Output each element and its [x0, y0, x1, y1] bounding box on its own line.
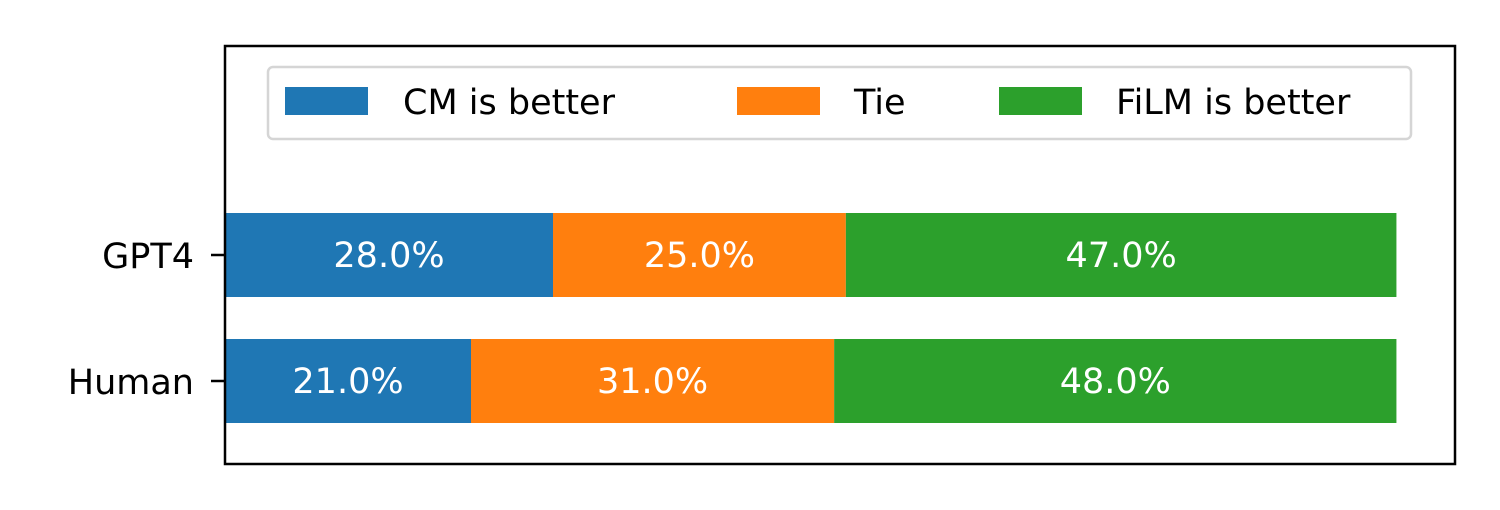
legend-label-cm-is-better: CM is better — [403, 83, 616, 123]
data-label-human-film-is-better: 48.0% — [1060, 362, 1171, 402]
plot-frame — [223, 44, 1457, 466]
bar-human-film-is-better — [834, 339, 1397, 423]
data-label-human-cm-is-better: 21.0% — [292, 362, 403, 402]
data-label-gpt4-cm-is-better: 28.0% — [333, 236, 444, 276]
legend: CM is better Tie FiLM is better — [266, 65, 1413, 141]
data-label-gpt4-tie: 25.0% — [644, 236, 755, 276]
y-tick-label-gpt4: GPT4 — [102, 237, 194, 277]
data-label-human-tie: 31.0% — [597, 362, 708, 402]
legend-swatch-film-is-better — [999, 87, 1082, 115]
legend-label-film-is-better: FiLM is better — [1116, 83, 1351, 123]
legend-swatch-tie — [737, 87, 820, 115]
bar-human-tie — [471, 339, 835, 423]
bar-gpt4-tie — [553, 213, 846, 297]
data-label-gpt4-film-is-better: 47.0% — [1066, 236, 1177, 276]
legend-box — [266, 65, 1413, 141]
bar-human-cm-is-better — [225, 339, 471, 423]
y-axis: GPT4 Human — [68, 237, 225, 403]
data-labels-layer: 28.0% 25.0% 47.0% 21.0% 31.0% 48.0% — [292, 236, 1176, 402]
legend-label-tie: Tie — [853, 83, 906, 123]
bar-gpt4-film-is-better — [845, 213, 1397, 297]
bars-layer — [225, 213, 1397, 423]
legend-swatch-cm-is-better — [285, 87, 368, 115]
bar-gpt4-cm-is-better — [225, 213, 553, 297]
y-tick-label-human: Human — [68, 363, 194, 403]
